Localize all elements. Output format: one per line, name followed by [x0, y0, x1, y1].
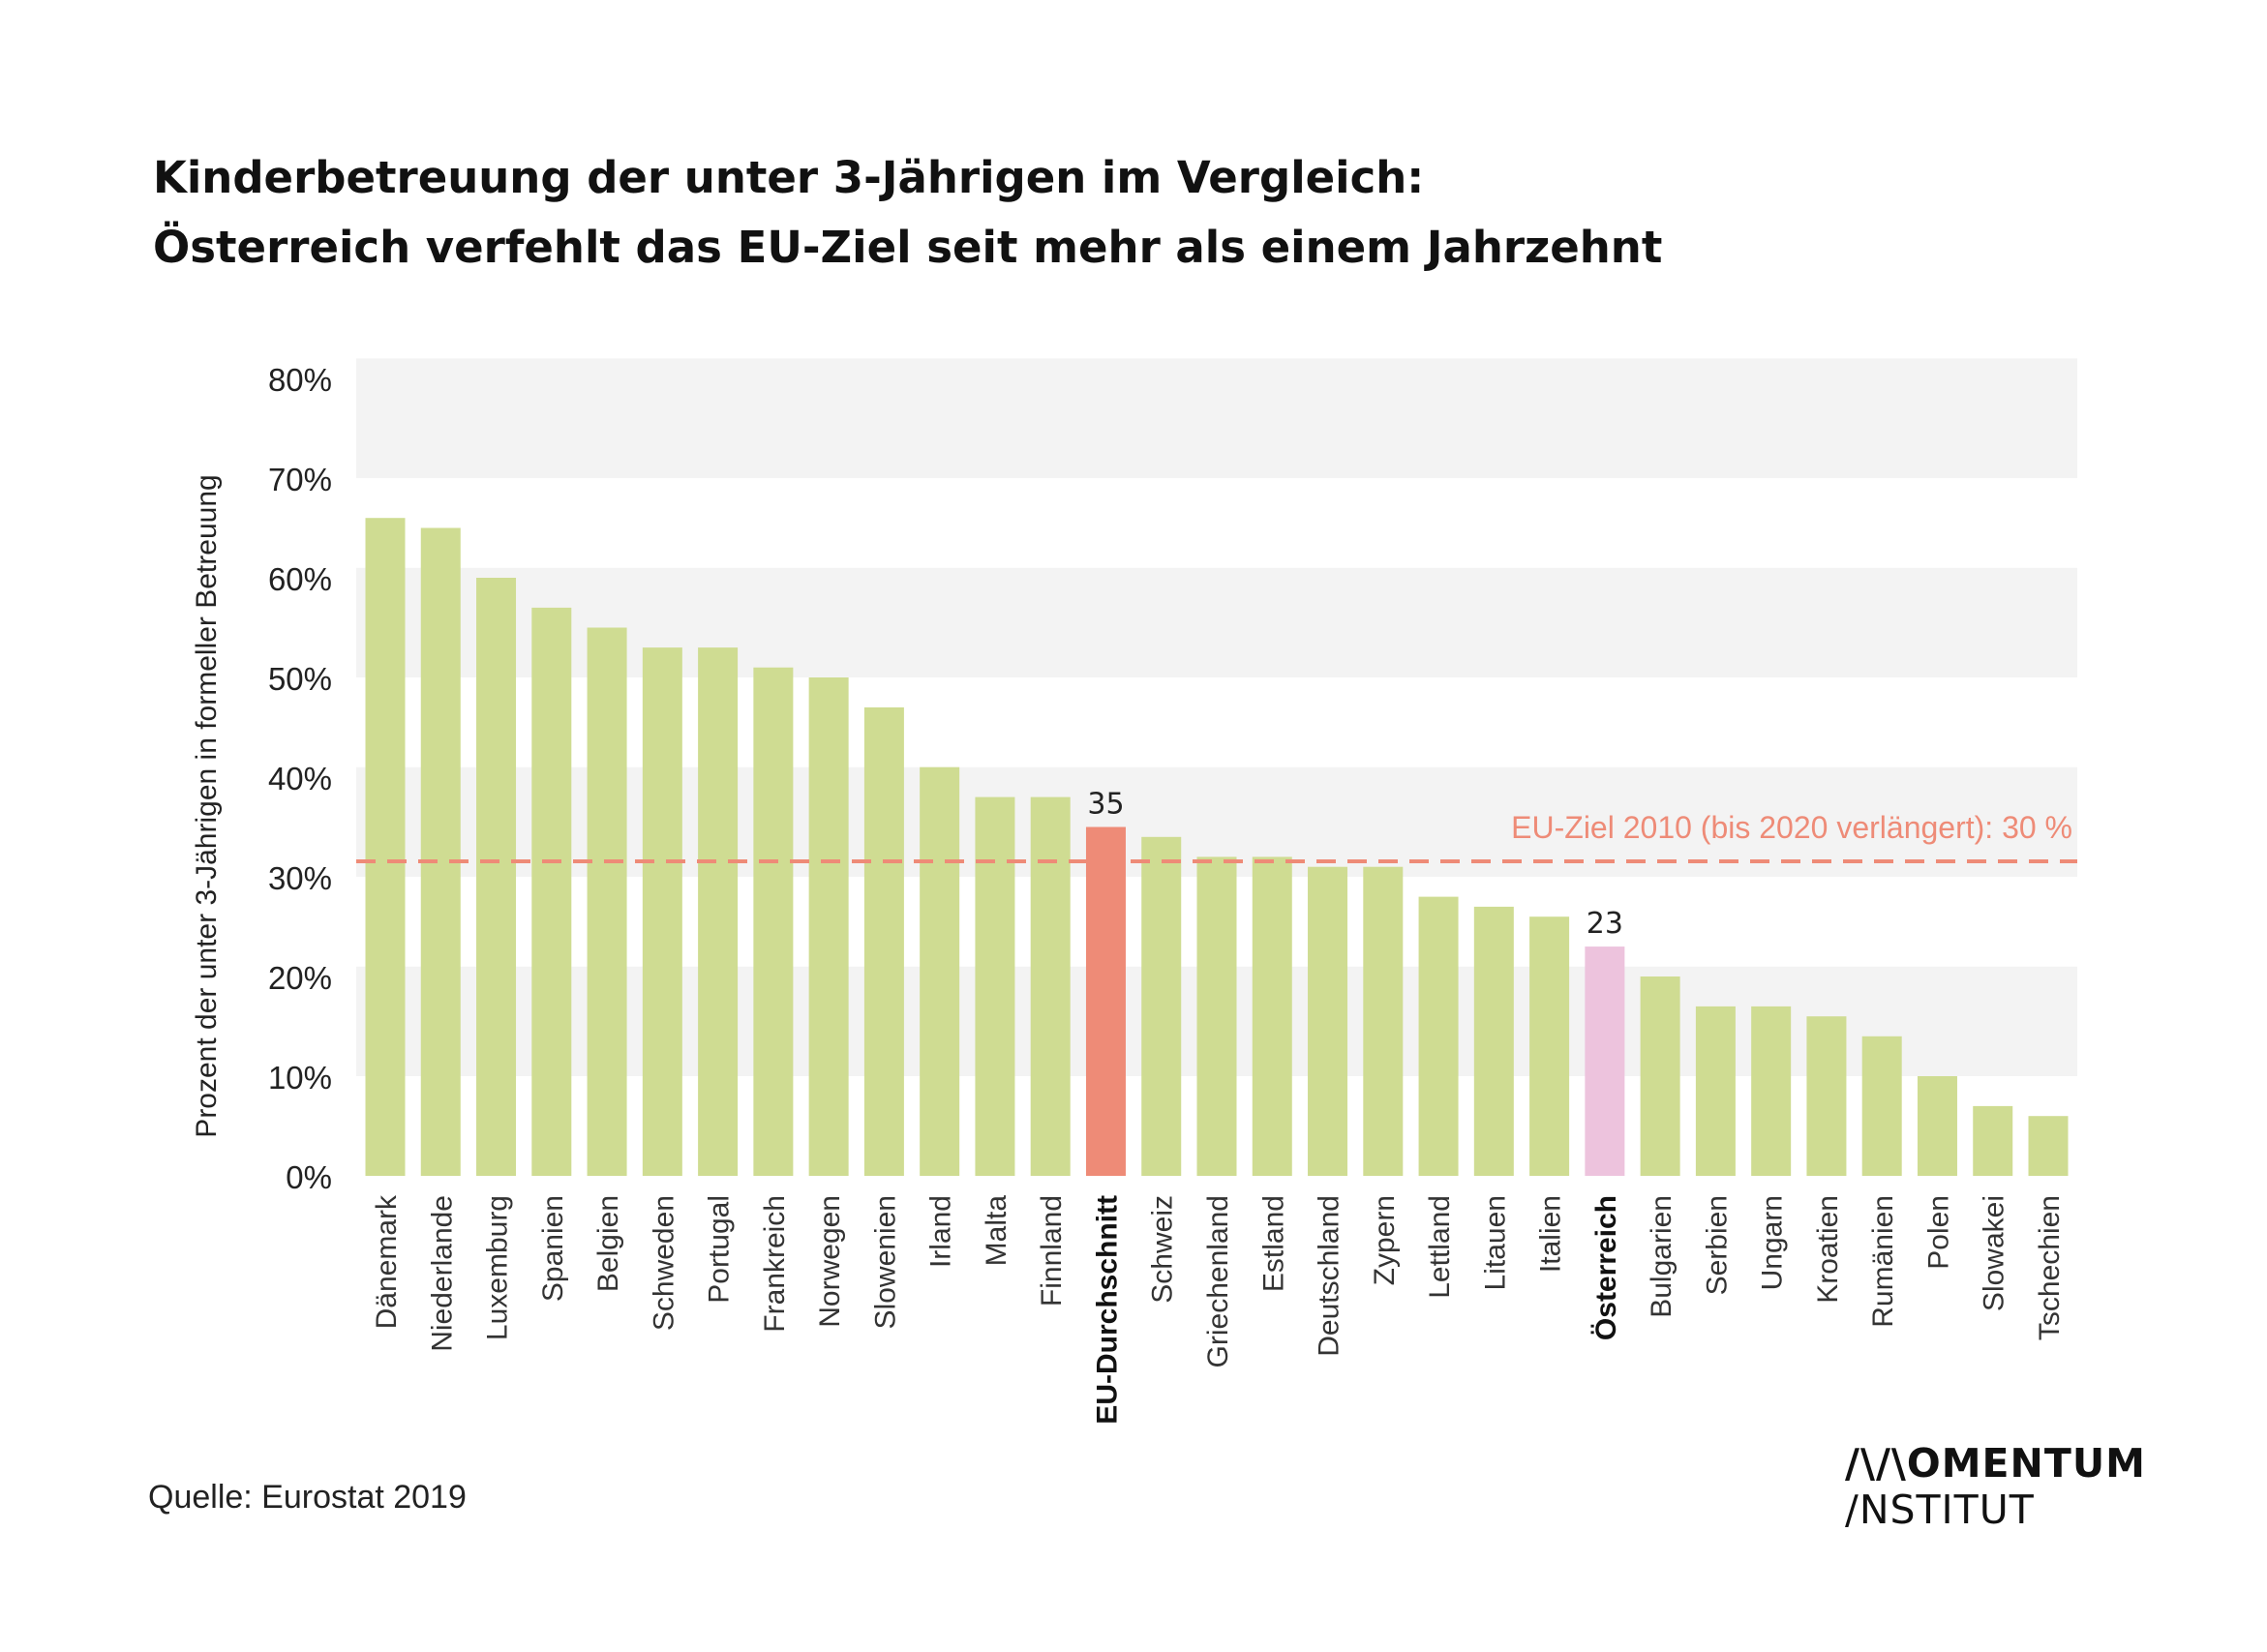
x-tick-label: Estland — [1257, 1195, 1289, 1292]
y-tick-label: 40% — [268, 761, 332, 796]
x-tick-label: Litauen — [1479, 1195, 1511, 1290]
x-tick-label: Schweiz — [1147, 1195, 1179, 1304]
y-tick-label: 30% — [268, 860, 332, 896]
y-tick-label: 70% — [268, 462, 332, 497]
logo-line-1: /\/\OMENTUM — [1845, 1440, 2146, 1487]
y-tick-label: 50% — [268, 661, 332, 697]
bar — [476, 578, 517, 1176]
bar — [1695, 1006, 1736, 1176]
bar — [808, 677, 849, 1176]
bar — [1252, 856, 1292, 1176]
x-tick-label: Rumänien — [1867, 1195, 1899, 1328]
x-tick-label: Lettland — [1424, 1195, 1456, 1299]
x-tick-label: Portugal — [704, 1195, 736, 1304]
x-tick-label: Schweden — [648, 1195, 680, 1331]
y-tick-label: 20% — [268, 960, 332, 996]
data-label: 35 — [1087, 788, 1124, 822]
bar — [1196, 856, 1237, 1176]
bar — [1085, 826, 1126, 1176]
bar — [863, 706, 904, 1176]
x-tick-label: Bulgarien — [1646, 1195, 1678, 1318]
x-tick-label: Ungarn — [1757, 1195, 1789, 1290]
x-tick-label: Frankreich — [759, 1195, 791, 1333]
data-label: 23 — [1587, 907, 1623, 941]
x-tick-label: EU-Durchschnitt — [1091, 1195, 1123, 1425]
x-tick-label: Spanien — [537, 1195, 569, 1302]
bar — [1806, 1016, 1847, 1176]
bar — [698, 647, 739, 1176]
bar — [1973, 1105, 2013, 1176]
x-tick-label: Polen — [1922, 1195, 1954, 1270]
x-tick-label: Niederlande — [426, 1195, 458, 1352]
x-tick-label: Norwegen — [814, 1195, 846, 1328]
chart-title: Kinderbetreuung der unter 3-Jährigen im … — [153, 143, 2089, 283]
bar — [1917, 1076, 1957, 1176]
title-line-1: Kinderbetreuung der unter 3-Jährigen im … — [153, 152, 1425, 203]
title-line-2: Österreich verfehlt das EU-Ziel seit meh… — [153, 222, 1663, 273]
bar — [1473, 906, 1514, 1176]
x-tick-label: Luxemburg — [482, 1195, 514, 1340]
momentum-institut-logo: /\/\OMENTUM /NSTITUT — [1845, 1440, 2146, 1533]
y-tick-label: 0% — [286, 1159, 332, 1195]
x-tick-label: Slowakei — [1979, 1195, 2010, 1311]
bar — [1861, 1036, 1902, 1176]
x-tick-label: Dänemark — [371, 1194, 403, 1329]
bar — [1308, 866, 1348, 1176]
target-line-label: EU-Ziel 2010 (bis 2020 verlängert): 30 % — [1511, 810, 2072, 845]
x-tick-label: Italien — [1535, 1195, 1567, 1273]
bar — [753, 667, 794, 1176]
bar — [975, 796, 1015, 1176]
bar — [2028, 1116, 2069, 1176]
bar — [1141, 836, 1182, 1176]
bar — [1529, 916, 1570, 1176]
x-tick-label: Tschechien — [2034, 1195, 2066, 1340]
bar — [920, 766, 960, 1176]
x-tick-label: Malta — [981, 1195, 1013, 1267]
bar — [1751, 1006, 1792, 1176]
x-tick-label: Finnland — [1036, 1195, 1068, 1307]
x-tick-label: Irland — [925, 1195, 957, 1268]
bar — [642, 647, 682, 1176]
bar — [1585, 946, 1625, 1176]
x-tick-label: Slowenien — [869, 1195, 901, 1329]
y-tick-label: 80% — [268, 362, 332, 398]
bar — [365, 518, 406, 1176]
logo-line-2: /NSTITUT — [1845, 1487, 2035, 1533]
x-tick-label: Belgien — [592, 1195, 624, 1292]
bar — [1363, 866, 1404, 1176]
x-tick-label: Zypern — [1369, 1195, 1401, 1285]
bar — [420, 527, 461, 1176]
y-tick-label: 10% — [268, 1060, 332, 1096]
source-note: Quelle: Eurostat 2019 — [148, 1479, 467, 1516]
bar — [1030, 796, 1071, 1176]
grid-band — [356, 358, 2077, 478]
y-axis-label: Prozent der unter 3-Jährigen in formelle… — [191, 474, 223, 1137]
y-tick-label: 60% — [268, 561, 332, 597]
bar — [1418, 896, 1459, 1176]
x-tick-label: Kroatien — [1812, 1195, 1844, 1304]
bar — [1640, 976, 1680, 1176]
bar — [531, 607, 572, 1176]
x-tick-label: Deutschland — [1314, 1195, 1345, 1357]
x-tick-label: Serbien — [1701, 1195, 1733, 1295]
bar — [587, 627, 627, 1176]
x-tick-label: Griechenland — [1202, 1195, 1234, 1367]
x-tick-label: Österreich — [1590, 1195, 1622, 1340]
